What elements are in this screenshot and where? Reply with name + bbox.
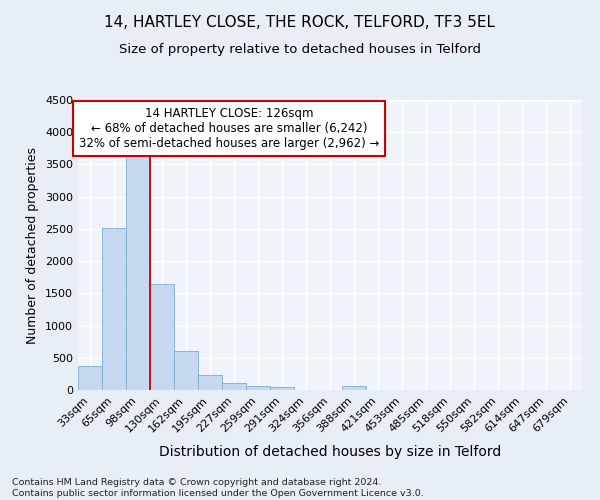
Bar — [174, 352, 198, 390]
Bar — [126, 150, 150, 390]
Bar — [198, 374, 222, 390]
Bar — [78, 366, 102, 390]
Text: 14, HARTLEY CLOSE, THE ROCK, TELFORD, TF3 5EL: 14, HARTLEY CLOSE, THE ROCK, TELFORD, TF… — [104, 15, 496, 30]
Text: 14 HARTLEY CLOSE: 126sqm
← 68% of detached houses are smaller (6,242)
32% of sem: 14 HARTLEY CLOSE: 126sqm ← 68% of detach… — [79, 108, 379, 150]
Bar — [270, 387, 294, 390]
Bar — [102, 228, 126, 390]
Bar — [150, 284, 174, 390]
Y-axis label: Number of detached properties: Number of detached properties — [26, 146, 40, 344]
Bar — [342, 386, 366, 390]
Text: Contains HM Land Registry data © Crown copyright and database right 2024.
Contai: Contains HM Land Registry data © Crown c… — [12, 478, 424, 498]
Bar — [246, 386, 270, 390]
Bar — [222, 383, 246, 390]
X-axis label: Distribution of detached houses by size in Telford: Distribution of detached houses by size … — [159, 445, 501, 459]
Text: Size of property relative to detached houses in Telford: Size of property relative to detached ho… — [119, 42, 481, 56]
